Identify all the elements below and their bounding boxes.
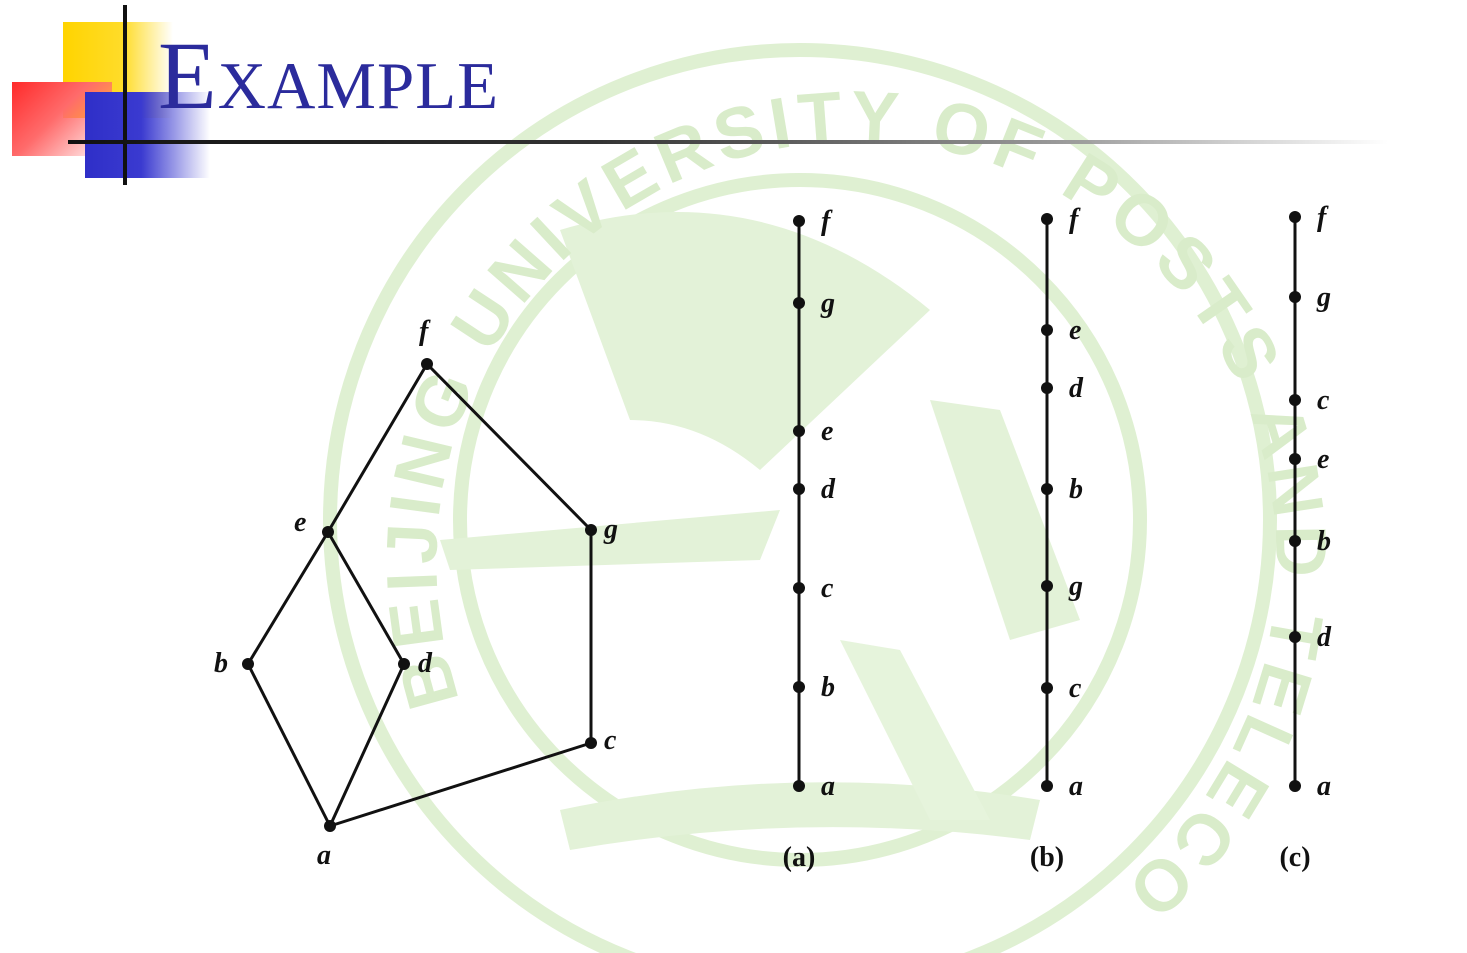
chain-node-g <box>793 297 805 309</box>
chain-label-d: d <box>1069 373 1084 404</box>
hasse-node-b <box>242 658 254 670</box>
chain-node-d <box>793 483 805 495</box>
chain-label-b: b <box>821 672 835 703</box>
chain-node-f <box>1289 211 1301 223</box>
decor-blue-square <box>85 92 210 178</box>
chain-node-e <box>1041 324 1053 336</box>
hasse-node-g <box>585 524 597 536</box>
chain-2: f ed b g c a (b) <box>1030 204 1084 873</box>
chain-label-g: g <box>1316 282 1331 313</box>
chain-label-b: b <box>1317 526 1331 557</box>
hasse-diagram-edges <box>246 362 593 828</box>
chain-node-d <box>1041 382 1053 394</box>
hasse-node-e <box>322 526 334 538</box>
hasse-edge-b-a <box>246 663 332 827</box>
chain-node-c <box>1041 682 1053 694</box>
chain-label-d: d <box>1317 622 1332 653</box>
chain-label-d: d <box>821 474 836 505</box>
chain-1: f g ed c b a (a) <box>783 206 836 873</box>
chain-node-g <box>1041 580 1053 592</box>
chain-label-f: f <box>1069 204 1081 235</box>
chain-3: f g ce b d a (c) <box>1279 202 1332 873</box>
hasse-node-a <box>324 820 336 832</box>
chain-node-d <box>1289 631 1301 643</box>
chain-label-a: a <box>1069 771 1083 802</box>
hasse-edge-c-a <box>329 741 592 828</box>
hasse-label-f: f <box>419 316 431 347</box>
chain-label-e: e <box>821 416 833 447</box>
chain-label-e: e <box>1069 315 1081 346</box>
chain-node-b <box>1041 483 1053 495</box>
chain-label-f: f <box>1317 202 1329 233</box>
chain-node-a <box>1289 780 1301 792</box>
chain-label-f: f <box>821 206 833 237</box>
chain-label-c: c <box>1317 385 1330 416</box>
hasse-edge-f-g <box>425 362 593 532</box>
hasse-node-d <box>398 658 410 670</box>
chain-node-e <box>793 425 805 437</box>
chain-label-a: a <box>1317 771 1331 802</box>
chain-label-b: b <box>1069 474 1083 505</box>
chain-node-a <box>793 780 805 792</box>
chain-node-g <box>1289 291 1301 303</box>
hasse-label-b: b <box>214 648 228 679</box>
hasse-label-e: e <box>294 507 306 538</box>
hasse-label-c: c <box>604 725 617 756</box>
chain-label-c: c <box>1069 673 1082 704</box>
chain-node-c <box>1289 394 1301 406</box>
slide-title: Example <box>158 22 500 129</box>
chain-node-e <box>1289 453 1301 465</box>
decor-horizontal-rule <box>68 140 1388 144</box>
chain-node-f <box>793 215 805 227</box>
chain-label-c: c <box>821 573 834 604</box>
chain-caption: (a) <box>783 842 816 873</box>
hasse-diagram-nodes: f e g b d c a <box>214 316 618 871</box>
chain-node-b <box>1289 535 1301 547</box>
hasse-node-f <box>421 358 433 370</box>
hasse-label-g: g <box>603 514 618 545</box>
hasse-label-d: d <box>418 648 433 679</box>
chain-node-b <box>793 681 805 693</box>
decor-vertical-line <box>123 5 127 185</box>
chain-label-e: e <box>1317 444 1329 475</box>
chain-node-a <box>1041 780 1053 792</box>
hasse-edge-e-d <box>326 531 406 665</box>
chain-caption: (b) <box>1030 842 1064 873</box>
chain-label-a: a <box>821 771 835 802</box>
chain-caption: (c) <box>1279 842 1310 873</box>
hasse-label-a: a <box>317 840 331 871</box>
hasse-edge-e-b <box>246 531 330 665</box>
chain-node-c <box>793 582 805 594</box>
hasse-edge-d-a <box>328 663 406 827</box>
chain-node-f <box>1041 213 1053 225</box>
hasse-edge-f-e <box>326 363 429 533</box>
chain-label-g: g <box>820 288 835 319</box>
chain-label-g: g <box>1068 571 1083 602</box>
hasse-node-c <box>585 737 597 749</box>
